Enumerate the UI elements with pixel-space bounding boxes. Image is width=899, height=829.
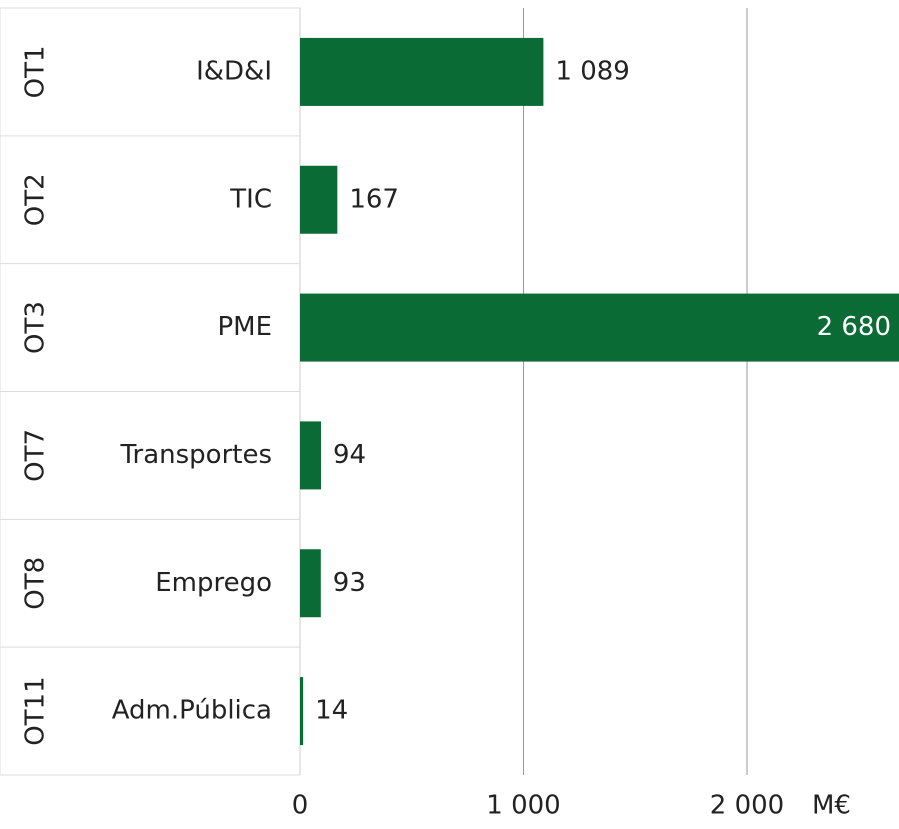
group-label: OT7	[21, 429, 51, 482]
category-label: I&D&I	[196, 56, 272, 86]
bar	[300, 677, 304, 746]
bar	[300, 165, 338, 234]
value-label: 1 089	[555, 56, 629, 86]
value-label: 93	[333, 568, 366, 598]
category-label: TIC	[229, 184, 272, 214]
category-label: PME	[217, 312, 272, 342]
category-label: Transportes	[119, 440, 272, 470]
bar	[300, 293, 899, 362]
group-label: OT1	[21, 45, 51, 98]
group-label: OT2	[21, 173, 51, 226]
x-tick-label: 0	[292, 791, 309, 821]
value-label: 94	[333, 440, 366, 470]
group-label: OT11	[21, 676, 51, 745]
bar	[300, 549, 321, 618]
x-unit-label: M€	[812, 791, 851, 821]
x-tick-label: 1 000	[486, 791, 560, 821]
category-label: Emprego	[155, 568, 272, 598]
group-label: OT3	[21, 301, 51, 354]
group-label: OT8	[21, 557, 51, 610]
value-label: 2 680	[817, 312, 891, 342]
bar	[300, 37, 544, 106]
x-tick-label: 2 000	[710, 791, 784, 821]
value-label: 14	[315, 696, 348, 726]
bar	[300, 421, 322, 490]
value-label: 167	[349, 184, 399, 214]
category-label: Adm.Pública	[112, 696, 272, 726]
